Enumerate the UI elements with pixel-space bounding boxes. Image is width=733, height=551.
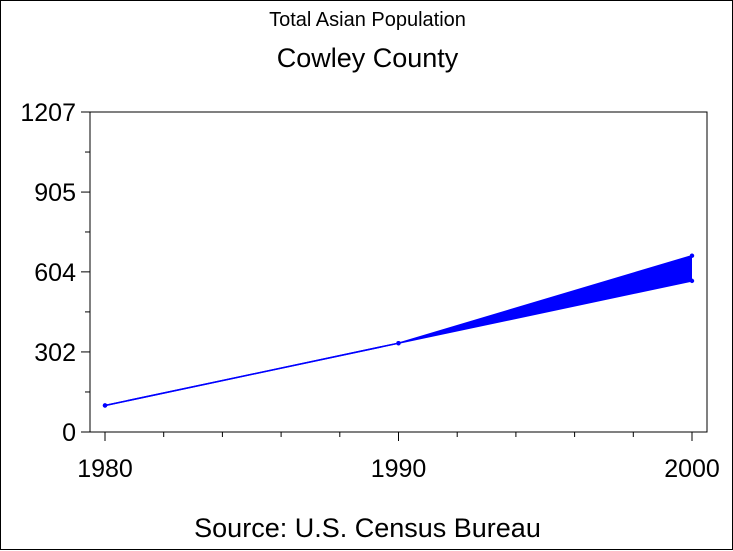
chart-subtitle: Cowley County [276,43,459,73]
y-tick-label: 0 [62,419,76,447]
data-point [102,403,108,408]
x-tick-label: 1990 [371,455,427,483]
y-tick-label: 302 [34,339,76,367]
plot-area-border [89,111,708,433]
x-axis: 1980 1990 2000 [77,432,720,483]
y-tick-label: 1207 [20,99,76,127]
chart-title: Total Asian Population [269,9,466,31]
series-line-2 [104,254,693,407]
data-point [689,253,695,258]
data-point [689,278,695,284]
y-axis: 0 302 604 905 1207 [20,99,90,447]
series-layer [102,253,695,408]
y-tick-label: 905 [34,179,76,207]
source-footnote: Source: U.S. Census Bureau [194,513,541,543]
y-tick-label: 604 [34,259,76,287]
x-tick-label: 2000 [664,455,720,483]
series-band [105,255,692,406]
data-point [396,340,401,346]
x-tick-label: 1980 [77,455,133,483]
